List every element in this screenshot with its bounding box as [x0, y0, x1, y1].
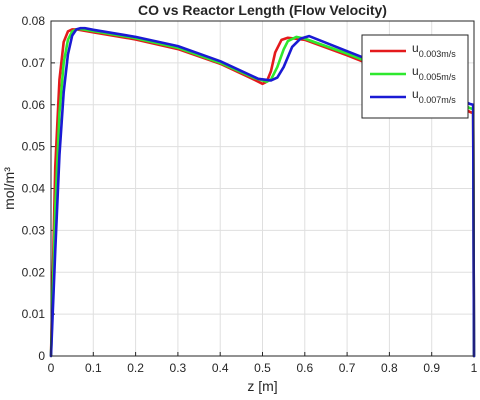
legend-label-main: u	[412, 64, 419, 78]
legend-label-sub: 0.003m/s	[419, 49, 457, 59]
y-tick-label: 0.04	[22, 182, 46, 196]
legend-label-2: u0.005m/s	[412, 64, 456, 82]
x-tick-label: 0.5	[254, 361, 271, 375]
y-tick-label: 0.07	[22, 56, 46, 70]
y-tick-label: 0.01	[22, 307, 46, 321]
y-tick-label: 0.02	[22, 265, 46, 279]
x-tick-label: 0.8	[381, 361, 398, 375]
y-tick-label: 0.05	[22, 140, 46, 154]
legend-label-sub: 0.005m/s	[419, 72, 457, 82]
chart-title: CO vs Reactor Length (Flow Velocity)	[138, 2, 387, 18]
legend-label-3: u0.007m/s	[412, 87, 456, 105]
legend-label-sub: 0.007m/s	[419, 95, 457, 105]
x-tick-label: 0.1	[85, 361, 102, 375]
x-tick-label: 0.4	[212, 361, 229, 375]
legend-label-main: u	[412, 41, 419, 55]
x-tick-label: 0.6	[296, 361, 313, 375]
tick-layer: 0 0.1 0.2 0.3 0.4 0.5 0.6 0.7 0.8 0.9 1 0 0.01 0.02 0.…	[22, 14, 478, 375]
x-tick-label: 0.7	[339, 361, 356, 375]
x-tick-label: 1	[471, 361, 478, 375]
y-axis-label: mol/m³	[1, 167, 17, 210]
legend-label-main: u	[412, 87, 419, 101]
y-tick-label: 0.03	[22, 223, 46, 237]
y-tick-label: 0	[38, 349, 45, 363]
x-tick-label: 0.9	[423, 361, 440, 375]
legend-box	[361, 34, 469, 119]
y-tick-label: 0.08	[22, 14, 46, 28]
plot-frame	[50, 20, 475, 357]
x-axis-label: z [m]	[247, 378, 277, 394]
x-tick-label: 0	[48, 361, 55, 375]
legend: u0.003m/su0.005m/su0.007m/s	[361, 34, 469, 119]
y-tick-label: 0.06	[22, 98, 46, 112]
x-tick-label: 0.2	[127, 361, 144, 375]
x-tick-label: 0.3	[170, 361, 187, 375]
legend-label-1: u0.003m/s	[412, 41, 456, 59]
